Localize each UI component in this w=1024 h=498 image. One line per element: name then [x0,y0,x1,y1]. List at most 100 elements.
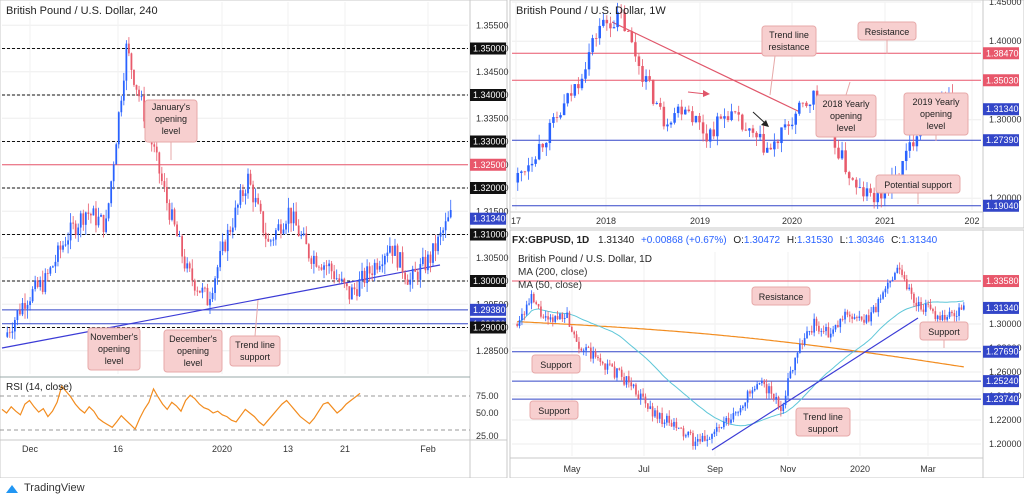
d1-candle [839,318,842,328]
h4-candle [292,211,295,224]
w1-price-tag-bg [983,134,1019,147]
w1-y-tick: 1.45000 [989,0,1022,7]
d1-candle [616,368,618,378]
svg-text:2019 Yearly: 2019 Yearly [912,97,960,107]
w1-candle [904,150,908,162]
d1-candle [799,343,801,353]
h4-x-tick: 2020 [212,444,232,454]
d1-candle [917,301,920,307]
h4-candle [404,272,407,280]
h4-candle [57,245,59,262]
h4-candle [221,241,224,251]
w1-candle [776,141,780,144]
h4-candle [226,229,229,252]
d1-candle [668,415,671,423]
h4-candle [6,332,9,337]
d1-candle [644,396,647,404]
h4-candle [204,287,206,289]
h4-candle [196,290,199,292]
weekly-chart-panel[interactable]: 1.45000 1.40000 1.30000 1.20000 1.38470 1.35… [509,0,1024,229]
d1-candle [796,352,799,358]
h4-y-tick: 1.34500 [476,67,509,77]
w1-candle [765,147,769,153]
h4-candle [178,236,181,237]
w1-candle [915,136,919,147]
d1-candle [810,331,813,333]
h4-candle [254,197,257,203]
d1-candle [568,312,571,327]
h4-candle [371,273,374,275]
d1-candle [877,299,880,313]
h4-candle [381,264,384,267]
w1-candle [805,102,808,107]
h4-candle [378,266,381,270]
h4-candle [128,43,130,54]
h4-candle [444,221,447,231]
w1-candle [687,109,691,112]
h4-candle [419,264,422,280]
d1-candle [962,305,965,310]
w1-candle [651,79,655,104]
h4-candle [155,146,158,153]
w1-candle [655,102,659,104]
d1-candle [666,415,668,423]
d1-candle [960,307,963,310]
daily-chart-panel[interactable]: 1.300001.280001.260001.240001.220001.200… [509,229,1024,479]
h4-candle [186,263,189,269]
h4-candle [427,254,429,271]
symbol-close: 1.31340 [901,235,938,246]
d1-candle [528,303,530,305]
h4-price-tag: 1.34000 [473,90,506,100]
d1-candle [535,302,538,304]
d1-candle [768,386,770,394]
tradingview-logo[interactable]: TradingView [6,482,85,494]
h4-candle [300,234,303,237]
d1-candle [939,315,941,321]
d1-candle [856,317,858,318]
d1-candle [613,366,616,378]
w1-candle [605,19,609,24]
w1-candle [737,112,740,115]
d1-candle [780,406,782,411]
d1-candle [753,388,756,391]
h4-chart-panel[interactable]: 1.35500 1.35000 1.34500 1.34000 1.33500 1.330… [0,0,509,479]
d1-candle [951,311,953,314]
d1-candle [891,279,894,282]
d1-candle [770,386,773,394]
w1-y-tick: 1.30000 [989,115,1022,125]
d1-candle [699,438,701,442]
svg-text:January's: January's [152,102,191,112]
d1-candle [943,315,946,320]
svg-text:Resistance: Resistance [865,27,910,37]
d1-y-tick: 1.20000 [989,439,1022,449]
h4-candle [112,164,115,182]
w1-candle [612,27,616,29]
d1-candle [694,441,697,447]
h4-candle [8,332,11,334]
h4-candle [325,265,328,267]
h4-price-tag-bg [470,321,506,334]
h4-candle [244,193,247,197]
h4-candle [44,273,47,292]
h4-candle [153,144,156,147]
d1-x-tick: Jul [638,464,650,474]
callout-resistance-daily: Resistance [751,286,811,306]
d1-candle [656,410,659,419]
h4-price-tag: 1.32000 [473,183,506,193]
d1-candle [518,320,521,326]
w1-price-tag: 1.35030 [986,75,1019,85]
w1-price-tag: 1.31340 [986,104,1019,114]
h4-candle [437,236,439,252]
h4-candle [295,211,298,226]
h4-candle [54,261,57,267]
h4-y-tick: 1.28500 [476,346,509,356]
w1-candle [840,150,844,159]
w1-candle [901,161,904,181]
h4-price-tag: 1.31340 [473,214,506,224]
d1-candle [827,326,830,338]
d1-candle [818,325,820,332]
h4-candle [416,271,419,280]
h4-candle [252,184,254,203]
w1-candle [619,11,623,13]
